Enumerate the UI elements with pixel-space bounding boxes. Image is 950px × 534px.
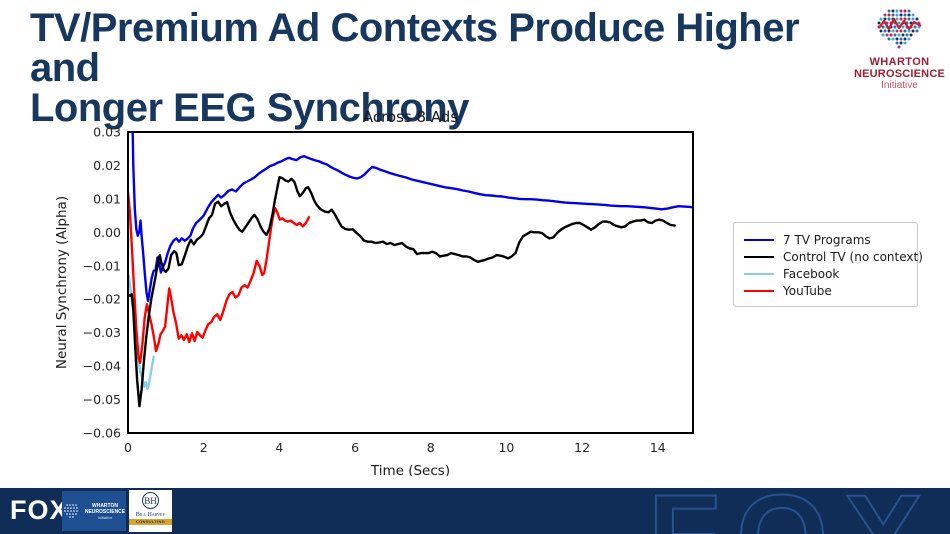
chart-area: Across 8 Ads 0 2 4 6 8 10 12 14 0.03 0.02 0.01 0.00 −… xyxy=(30,104,710,479)
y-tick-label: −0.01 xyxy=(83,258,121,273)
footer-wharton-line3: Initiative xyxy=(97,514,113,520)
x-tick-label: 8 xyxy=(427,440,435,455)
y-tick-label: 0.02 xyxy=(93,158,121,173)
fox-watermark: FOX xyxy=(647,488,939,534)
fox-logo: FOX xyxy=(10,495,69,525)
y-axis-label: Neural Synchrony (Alpha) xyxy=(54,196,70,369)
y-tick-label: −0.04 xyxy=(83,359,121,374)
slide-title: TV/Premium Ad Contexts Produce Higher an… xyxy=(30,8,865,128)
y-tick-label: −0.02 xyxy=(83,292,121,307)
slide-title-line1: TV/Premium Ad Contexts Produce Higher an… xyxy=(30,6,800,90)
x-tick-label: 2 xyxy=(200,440,208,455)
legend-item: YouTube xyxy=(744,282,907,299)
legend-swatch-line xyxy=(744,289,774,292)
legend-item: Control TV (no context) xyxy=(744,248,923,265)
x-axis-label: Time (Secs) xyxy=(370,463,450,476)
footer-wharton-text: WHARTON NEUROSCIENCE Initiative xyxy=(85,503,125,520)
slide-title-line2: Longer EEG Synchrony xyxy=(30,86,469,130)
legend-swatch-line xyxy=(744,238,774,241)
legend-label: YouTube xyxy=(783,283,832,298)
bh-name-text: Bill Harvey xyxy=(135,512,166,518)
chart-title: Across 8 Ads xyxy=(363,108,458,126)
legend-label: Facebook xyxy=(783,266,840,281)
logo-wharton-text: WHARTON xyxy=(869,56,930,68)
wharton-neuroscience-footer-logo: WHARTON NEUROSCIENCE Initiative xyxy=(62,491,126,531)
plot-border xyxy=(127,131,694,434)
y-tick-label: −0.06 xyxy=(83,426,121,441)
footer-bar: FOX FOX WHARTON NEUROSCIENCE Initiative … xyxy=(0,488,950,534)
series-lines xyxy=(128,132,693,408)
y-tick-label: 0.03 xyxy=(93,125,121,140)
chart-legend: 7 TV Programs Control TV (no context) Face… xyxy=(733,222,923,307)
y-tick-label: −0.05 xyxy=(83,392,121,407)
x-tick-label: 6 xyxy=(351,440,359,455)
series-line-youtube xyxy=(128,190,311,364)
series-line-7-tv-programs xyxy=(131,132,693,303)
x-tick-label: 0 xyxy=(124,440,132,455)
logo-neuroscience-text: NEUROSCIENCE xyxy=(853,68,946,80)
legend-item: Facebook xyxy=(744,265,907,282)
legend-swatch-line xyxy=(744,272,774,275)
logo-initiative-text: Initiative xyxy=(881,80,918,91)
bh-monogram: BH xyxy=(142,492,159,509)
y-tick-label: 0.01 xyxy=(93,191,121,206)
eeg-synchrony-chart: Across 8 Ads 0 2 4 6 8 10 12 14 0.03 0.02 0.01 0.00 −… xyxy=(54,108,694,479)
y-tick-label: 0.00 xyxy=(93,225,121,240)
legend-swatch-line xyxy=(744,255,774,258)
y-tick-label: −0.03 xyxy=(83,325,121,340)
legend-label: 7 TV Programs xyxy=(783,232,871,247)
x-tick-label: 10 xyxy=(498,440,514,455)
brain-dots-icon xyxy=(877,9,922,49)
footer-wharton-line1: WHARTON xyxy=(91,502,118,509)
x-tick-label: 14 xyxy=(650,440,666,455)
legend-label: Control TV (no context) xyxy=(783,249,923,264)
x-tick-label: 12 xyxy=(574,440,590,455)
brain-dots-icon xyxy=(64,503,78,518)
series-line-control-tv-no-context xyxy=(128,175,676,408)
legend-item: 7 TV Programs xyxy=(744,231,907,248)
footer-wharton-line2: NEUROSCIENCE xyxy=(84,508,126,515)
wharton-neuroscience-logo: WHARTON NEUROSCIENCE Initiative xyxy=(851,8,948,92)
x-tick-label: 4 xyxy=(275,440,283,455)
bh-consulting-text: CONSULTING xyxy=(129,519,172,525)
bill-harvey-consulting-logo: BH Bill Harvey CONSULTING xyxy=(129,490,172,532)
